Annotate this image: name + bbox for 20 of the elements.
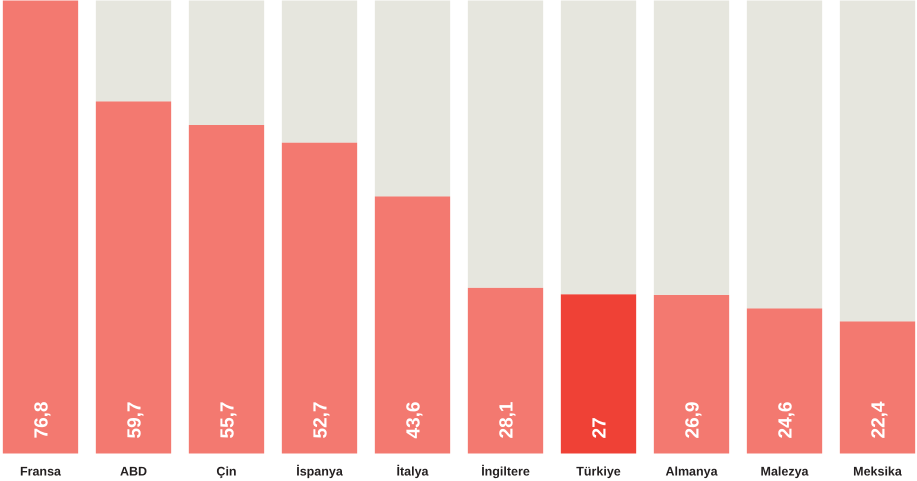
data-label: 43,6 (404, 402, 424, 438)
x-tick-label: İspanya (296, 464, 344, 478)
x-tick-label: Malezya (760, 464, 810, 478)
data-label: 59,7 (124, 402, 146, 438)
data-label: 22,4 (868, 401, 890, 438)
data-label: 55,7 (217, 402, 238, 438)
data-label: 27 (590, 417, 611, 438)
x-tick-label: Türkiye (576, 464, 621, 478)
x-tick-label: Meksika (853, 464, 903, 478)
x-tick-label: Çin (216, 464, 237, 478)
x-tick-label: İngiltere (481, 464, 530, 478)
x-tick-label: İtalya (396, 464, 430, 478)
data-label: 52,7 (310, 402, 332, 438)
data-label: 24,6 (776, 402, 797, 438)
x-tick-label: ABD (120, 464, 148, 478)
data-label: 26,9 (682, 402, 704, 438)
data-label: 28,1 (496, 401, 518, 438)
x-tick-label: Fransa (20, 464, 62, 478)
x-tick-label: Almanya (665, 464, 719, 478)
data-label: 76,8 (31, 402, 52, 438)
